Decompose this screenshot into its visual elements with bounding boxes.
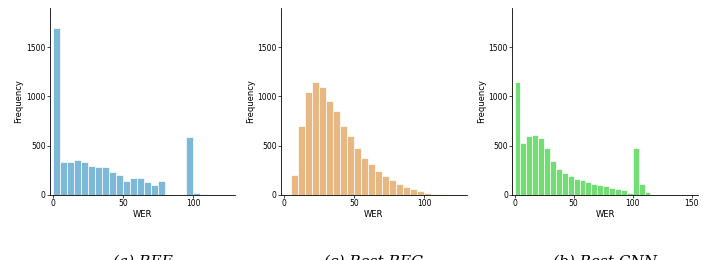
Bar (562, 173, 567, 195)
Text: (c) Best REG: (c) Best REG (324, 255, 424, 260)
Bar (207, 194, 214, 195)
Bar (533, 135, 538, 195)
Bar (627, 193, 633, 195)
Bar (137, 178, 144, 195)
Bar (347, 136, 354, 195)
Bar (567, 176, 574, 195)
X-axis label: WER: WER (133, 210, 152, 219)
Bar (109, 172, 116, 195)
Bar (326, 101, 333, 195)
Bar (439, 194, 446, 195)
Bar (60, 162, 67, 195)
Bar (74, 160, 80, 195)
Bar (298, 126, 305, 195)
X-axis label: WER: WER (595, 210, 614, 219)
Bar (88, 166, 95, 195)
Bar (382, 176, 389, 195)
Bar (354, 148, 361, 195)
Bar (526, 136, 533, 195)
Bar (130, 178, 137, 195)
Bar (340, 126, 347, 195)
Bar (621, 190, 627, 195)
Bar (200, 194, 207, 195)
Y-axis label: Frequency: Frequency (477, 80, 486, 123)
Bar (633, 148, 639, 195)
Bar (431, 193, 439, 195)
Bar (397, 184, 403, 195)
Bar (609, 188, 615, 195)
Bar (424, 193, 431, 195)
Y-axis label: Frequency: Frequency (246, 80, 255, 123)
Bar (116, 175, 123, 195)
Bar (144, 182, 151, 195)
Bar (615, 188, 621, 195)
Bar (368, 165, 375, 195)
Bar (410, 189, 417, 195)
Bar (544, 148, 550, 195)
Text: (b) Best CNN: (b) Best CNN (553, 255, 657, 260)
Bar (53, 28, 60, 195)
Bar (603, 186, 609, 195)
Bar (417, 191, 424, 195)
Bar (550, 160, 556, 195)
Bar (290, 175, 298, 195)
Bar (639, 184, 644, 195)
Y-axis label: Frequency: Frequency (14, 80, 23, 123)
Bar (446, 194, 453, 195)
Bar (520, 143, 526, 195)
X-axis label: WER: WER (364, 210, 384, 219)
Bar (187, 137, 193, 195)
Bar (319, 87, 326, 195)
Bar (305, 92, 312, 195)
Bar (597, 185, 603, 195)
Bar (585, 182, 592, 195)
Bar (193, 193, 200, 195)
Bar (580, 180, 585, 195)
Bar (333, 111, 340, 195)
Bar (158, 181, 165, 195)
Bar (375, 171, 382, 195)
Bar (95, 167, 102, 195)
Bar (361, 158, 368, 195)
Bar (102, 167, 109, 195)
Bar (538, 138, 544, 195)
Bar (151, 185, 158, 195)
Bar (515, 82, 520, 195)
Bar (80, 162, 88, 195)
Bar (556, 169, 562, 195)
Bar (67, 162, 74, 195)
Bar (574, 179, 580, 195)
Text: (a) REF: (a) REF (113, 255, 172, 260)
Bar (123, 181, 130, 195)
Bar (389, 180, 397, 195)
Bar (644, 192, 651, 195)
Bar (312, 82, 319, 195)
Bar (592, 184, 597, 195)
Bar (403, 187, 410, 195)
